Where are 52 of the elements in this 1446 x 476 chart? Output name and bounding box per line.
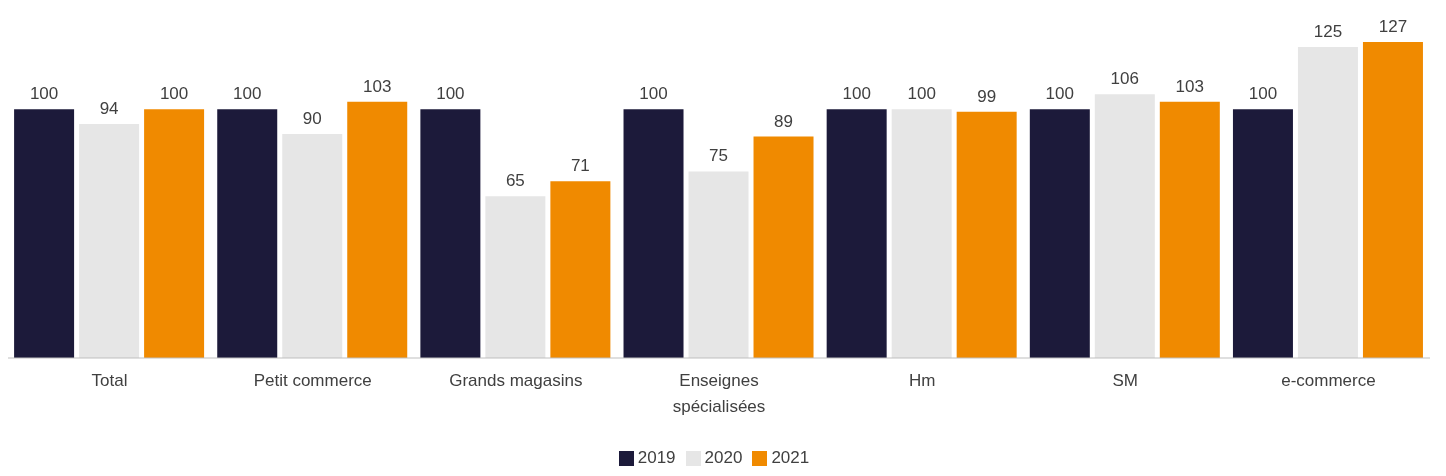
- data-label: 90: [302, 109, 322, 129]
- bar: [1029, 109, 1090, 358]
- data-label: 106: [1110, 69, 1139, 89]
- x-tick-label: Enseignes spécialisées: [672, 371, 766, 417]
- legend-label: 2019: [637, 448, 676, 467]
- bar: [420, 109, 481, 358]
- bar: [826, 109, 887, 358]
- data-label: 100: [639, 84, 668, 104]
- data-label: 100: [233, 84, 262, 104]
- data-label: 75: [709, 146, 728, 166]
- bar: [1159, 101, 1220, 358]
- bar: [891, 109, 952, 358]
- bar: [753, 136, 814, 358]
- bar: [688, 171, 749, 358]
- data-label: 100: [842, 84, 871, 104]
- x-tick-label: Hm: [908, 371, 936, 391]
- bar: [217, 109, 278, 358]
- bar: [14, 109, 75, 358]
- bar: [1094, 94, 1155, 358]
- bar: [282, 134, 343, 358]
- bar: [1297, 46, 1358, 358]
- data-label: 103: [363, 76, 392, 96]
- legend-label: 2021: [771, 448, 810, 467]
- data-label: 89: [774, 111, 793, 131]
- x-tick-label: Total: [91, 371, 128, 391]
- data-label: 100: [159, 84, 189, 104]
- x-tick-label: SM: [1112, 371, 1139, 391]
- x-tick-label: e-commerce: [1281, 371, 1376, 391]
- bar: [144, 109, 205, 358]
- data-label: 94: [99, 99, 119, 119]
- data-label: 100: [1248, 84, 1278, 104]
- bar: [623, 109, 684, 358]
- bar: [956, 111, 1017, 358]
- bar: [1362, 42, 1423, 358]
- bar: [550, 181, 611, 358]
- data-label: 100: [907, 84, 936, 104]
- data-label: 100: [436, 84, 465, 104]
- data-label: 125: [1313, 21, 1343, 41]
- data-label: 71: [570, 156, 590, 176]
- x-tick-label: Grands magasins: [449, 371, 583, 391]
- bar: [347, 101, 408, 358]
- legend-label: 2020: [704, 448, 743, 467]
- data-label: 100: [1045, 84, 1074, 104]
- bar: [1232, 109, 1293, 358]
- x-tick-label: Petit commerce: [253, 371, 372, 391]
- data-label: 103: [1175, 76, 1204, 96]
- bar: [485, 196, 546, 358]
- data-label: 100: [29, 84, 59, 104]
- data-label: 65: [505, 171, 525, 191]
- data-label: 127: [1378, 17, 1408, 36]
- bar: [79, 124, 140, 358]
- data-label: 99: [977, 86, 997, 106]
